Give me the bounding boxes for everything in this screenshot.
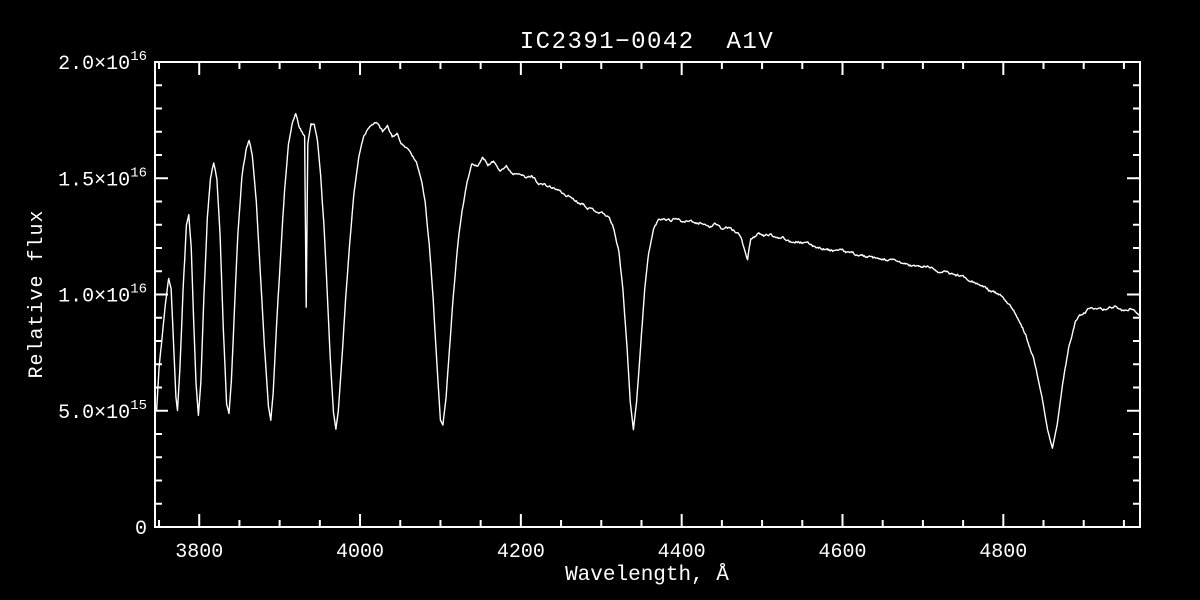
y-tick-label: 1.0×1016 <box>58 282 147 309</box>
x-tick-label: 4000 <box>336 541 384 564</box>
y-tick-label: 5.0×1015 <box>58 398 147 425</box>
x-axis-label: Wavelength, Å <box>565 564 729 587</box>
x-tick-label: 3800 <box>175 541 223 564</box>
y-axis-label: Relative flux <box>26 209 49 378</box>
y-tick-label: 0 <box>135 518 147 541</box>
x-tick-label: 4200 <box>497 541 545 564</box>
y-tick-labels: 0 5.0×1015 1.0×1016 1.5×1016 2.0×1016 <box>58 49 147 541</box>
x-tick-label: 4600 <box>818 541 866 564</box>
y-tick-label: 1.5×1016 <box>58 165 147 192</box>
x-tick-label: 4800 <box>979 541 1027 564</box>
spectrum-line <box>155 112 1140 449</box>
plot-frame <box>154 61 1141 528</box>
plot-title: IC2391−0042 A1V <box>520 29 774 56</box>
y-tick-label: 2.0×1016 <box>58 49 147 76</box>
x-tick-labels: 3800 4000 4200 4400 4600 4800 <box>175 541 1027 564</box>
x-tick-label: 4400 <box>658 541 706 564</box>
axis-ticks <box>155 61 1140 528</box>
